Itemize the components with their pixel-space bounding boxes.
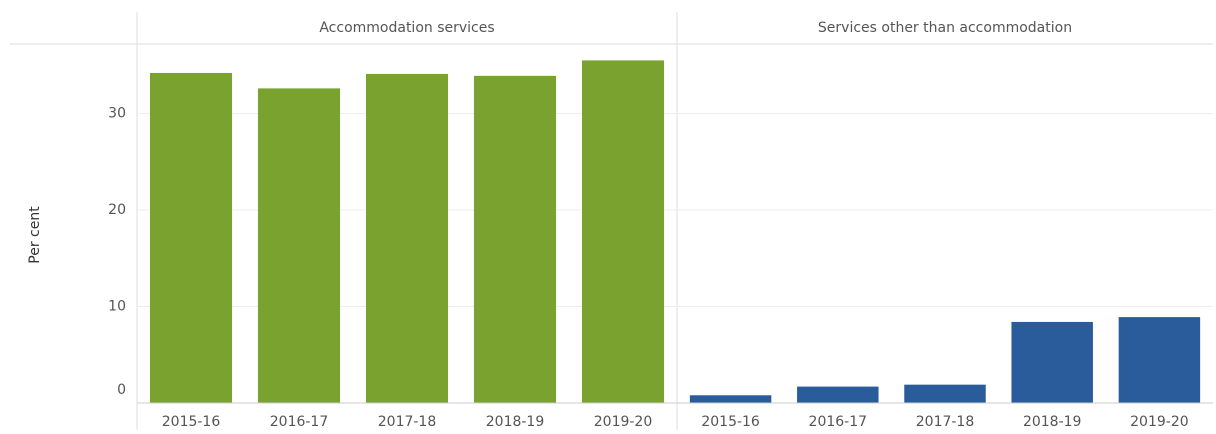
bar [365, 73, 449, 404]
x-tick-label: 2015-16 [701, 414, 760, 430]
panel-title: Services other than accommodation [818, 20, 1072, 36]
y-tick-label: 0 [117, 382, 126, 398]
panel-title: Accommodation services [319, 20, 494, 36]
x-tick-label: 2016-17 [270, 414, 329, 430]
bar [581, 60, 665, 403]
bar [689, 395, 772, 403]
bar [797, 386, 879, 403]
y-axis-label: Per cent [27, 206, 43, 264]
bar [257, 88, 341, 404]
bar [1011, 321, 1093, 403]
x-tick-label: 2019-20 [594, 414, 653, 430]
x-tick-label: 2018-19 [1023, 414, 1082, 430]
y-tick-label: 20 [108, 202, 126, 218]
bar [1118, 317, 1201, 403]
x-tick-label: 2017-18 [916, 414, 975, 430]
y-tick-label: 30 [108, 105, 126, 121]
bar [904, 384, 986, 403]
y-tick-label: 10 [108, 298, 126, 314]
x-tick-label: 2019-20 [1130, 414, 1189, 430]
x-tick-label: 2017-18 [378, 414, 437, 430]
bar [473, 75, 557, 403]
x-tick-label: 2016-17 [809, 414, 868, 430]
x-tick-label: 2018-19 [486, 414, 545, 430]
x-tick-label: 2015-16 [162, 414, 221, 430]
bar [149, 72, 233, 404]
